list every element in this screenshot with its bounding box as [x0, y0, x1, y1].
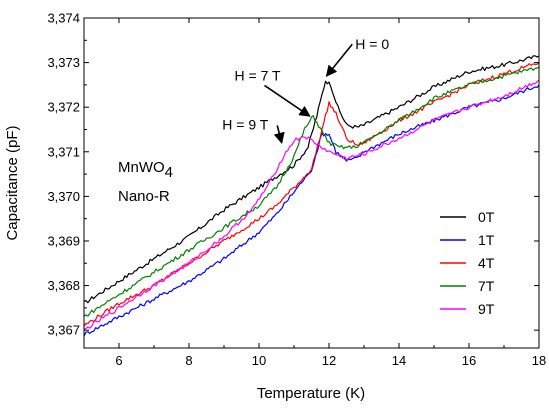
plot-frame: [83, 17, 540, 349]
sample-formula: MnWO4: [118, 159, 173, 181]
x-tick-label: 6: [115, 353, 122, 368]
sample-label: MnWO4 Nano-R: [118, 159, 173, 205]
annotation-arrow: [273, 125, 285, 144]
x-tick-label: 8: [185, 353, 192, 368]
annotation-label: H = 9 T: [222, 116, 268, 132]
y-tick-label: 3,369: [47, 233, 80, 248]
legend: 0T 1T 4T 7T 9T: [440, 209, 495, 317]
sample-name: Nano-R: [118, 188, 170, 205]
x-axis-ticks: 6 8 10 12 14 16 18: [83, 18, 546, 368]
y-axis-title: Capacitance (pF): [4, 125, 21, 240]
x-tick-label: 18: [532, 353, 546, 368]
x-axis-title: Temperature (K): [257, 385, 365, 402]
x-tick-label: 10: [252, 353, 266, 368]
annotation-label: H = 7 T: [235, 67, 281, 83]
x-tick-label: 14: [392, 353, 406, 368]
series-group: [84, 55, 539, 337]
legend-label-1T: 1T: [478, 232, 495, 248]
y-axis-ticks: 3,367 3,368 3,369 3,370 3,371 3,372 3,373 3,374: [47, 11, 539, 338]
series-line-9T: [84, 79, 539, 330]
annotation-arrow: [264, 84, 311, 117]
x-tick-label: 12: [322, 353, 336, 368]
series-line-7T: [84, 66, 539, 317]
y-tick-label: 3,371: [47, 144, 80, 159]
legend-label-0T: 0T: [478, 209, 495, 225]
legend-label-7T: 7T: [478, 278, 495, 294]
annotations: H = 0 H = 7 T H = 9 T: [222, 36, 389, 144]
y-tick-label: 3,370: [47, 189, 80, 204]
x-tick-label: 16: [462, 353, 476, 368]
y-tick-label: 3,367: [47, 323, 80, 338]
y-tick-label: 3,373: [47, 55, 80, 70]
annotation-label: H = 0: [355, 36, 389, 52]
y-tick-label: 3,368: [47, 278, 80, 293]
y-tick-label: 3,372: [47, 100, 80, 115]
series-line-1T: [84, 84, 539, 337]
y-tick-label: 3,374: [47, 11, 80, 26]
legend-label-9T: 9T: [478, 301, 495, 317]
sample-formula-subscript: 4: [165, 164, 173, 181]
sample-formula-main: MnWO: [118, 159, 165, 176]
legend-label-4T: 4T: [478, 255, 495, 271]
series-line-0T: [84, 55, 539, 304]
annotation-arrow: [325, 43, 353, 77]
